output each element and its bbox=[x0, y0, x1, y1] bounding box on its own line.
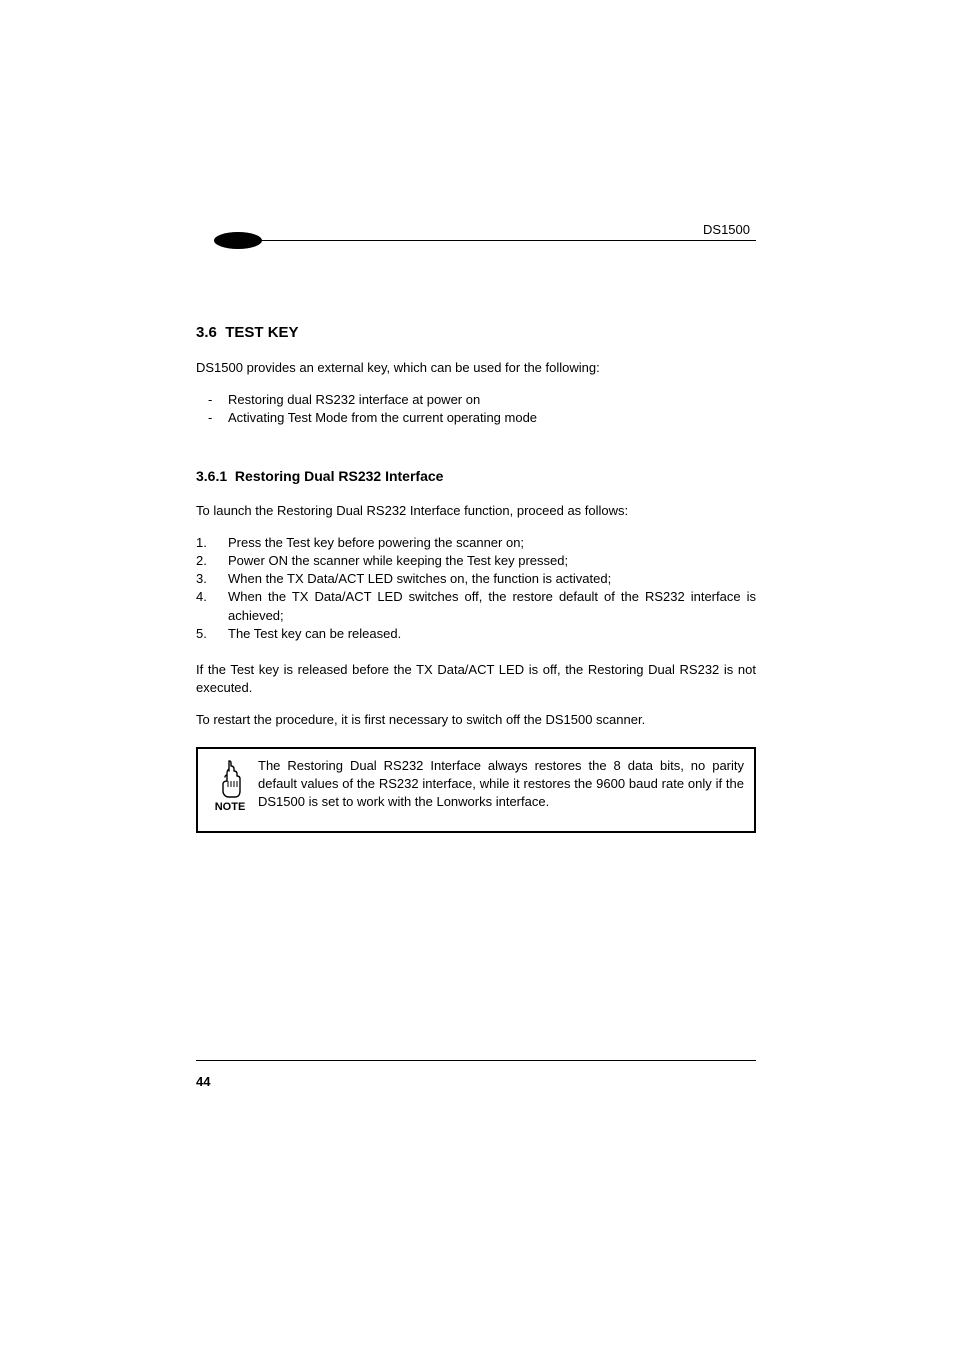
chapter-bullet-icon bbox=[214, 232, 262, 249]
list-item: 1. Press the Test key before powering the… bbox=[196, 534, 756, 552]
intro-paragraph: DS1500 provides an external key, which c… bbox=[196, 359, 756, 377]
subsection-intro: To launch the Restoring Dual RS232 Inter… bbox=[196, 502, 756, 520]
note-text: The Restoring Dual RS232 Interface alway… bbox=[252, 757, 744, 810]
step-number: 5. bbox=[196, 625, 207, 643]
subsection-number: 3.6.1 bbox=[196, 468, 227, 484]
page-number: 44 bbox=[196, 1074, 210, 1089]
note-label: NOTE bbox=[215, 801, 246, 813]
section-title: TEST KEY bbox=[225, 324, 298, 341]
list-item: 5. The Test key can be released. bbox=[196, 625, 756, 643]
step-text: Power ON the scanner while keeping the T… bbox=[228, 553, 568, 568]
section-number: 3.6 bbox=[196, 324, 217, 341]
list-item: Activating Test Mode from the current op… bbox=[196, 409, 756, 427]
step-text: When the TX Data/ACT LED switches on, th… bbox=[228, 571, 611, 586]
page-content: 3 DS1500 3.6 TEST KEY DS1500 provides an… bbox=[196, 226, 756, 833]
note-icon-container: NOTE bbox=[208, 757, 252, 813]
restart-paragraph: To restart the procedure, it is first ne… bbox=[196, 711, 756, 729]
chapter-number: 3 bbox=[193, 226, 204, 249]
section-heading: 3.6 TEST KEY bbox=[196, 324, 756, 341]
subsection-heading: 3.6.1 Restoring Dual RS232 Interface bbox=[196, 468, 756, 484]
note-box: NOTE The Restoring Dual RS232 Interface … bbox=[196, 747, 756, 833]
step-number: 3. bbox=[196, 570, 207, 588]
step-number: 2. bbox=[196, 552, 207, 570]
step-text: Press the Test key before powering the s… bbox=[228, 535, 524, 550]
page-header: 3 DS1500 bbox=[196, 226, 756, 254]
subsection-title: Restoring Dual RS232 Interface bbox=[235, 468, 444, 484]
step-number: 4. bbox=[196, 588, 207, 606]
warning-paragraph: If the Test key is released before the T… bbox=[196, 661, 756, 697]
step-text: The Test key can be released. bbox=[228, 626, 401, 641]
feature-list: Restoring dual RS232 interface at power … bbox=[196, 391, 756, 427]
pointing-hand-icon bbox=[215, 759, 245, 799]
list-item: Restoring dual RS232 interface at power … bbox=[196, 391, 756, 409]
step-number: 1. bbox=[196, 534, 207, 552]
header-product-label: DS1500 bbox=[703, 222, 750, 237]
steps-list: 1. Press the Test key before powering the… bbox=[196, 534, 756, 643]
list-item: 2. Power ON the scanner while keeping the… bbox=[196, 552, 756, 570]
list-item: 3. When the TX Data/ACT LED switches on, … bbox=[196, 570, 756, 588]
header-rule bbox=[226, 240, 756, 241]
list-item: 4. When the TX Data/ACT LED switches off,… bbox=[196, 588, 756, 624]
footer-rule bbox=[196, 1060, 756, 1061]
step-text: When the TX Data/ACT LED switches off, t… bbox=[228, 589, 756, 622]
